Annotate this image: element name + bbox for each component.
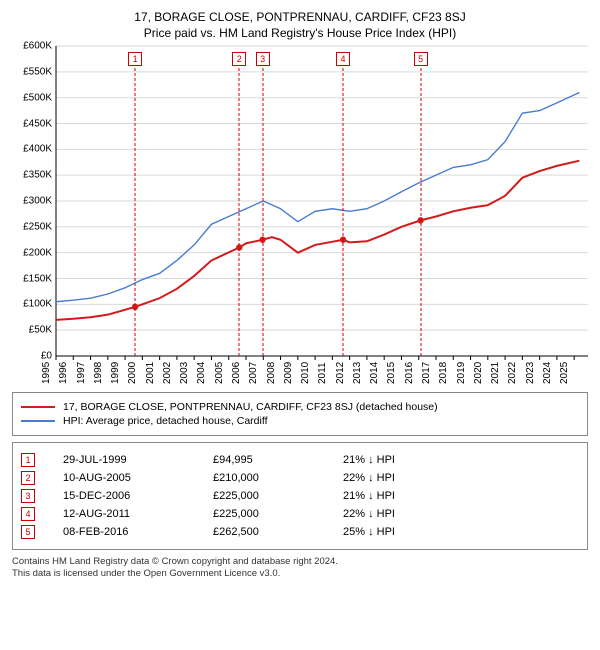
y-tick-label: £400K [12,144,52,155]
transaction-price: £94,995 [213,454,343,466]
transaction-date: 29-JUL-1999 [63,454,213,466]
x-tick-label: 2005 [214,362,225,384]
x-tick-label: 2001 [145,362,156,384]
x-tick-label: 2017 [421,362,432,384]
transaction-price: £210,000 [213,472,343,484]
transaction-diff: 21% ↓ HPI [343,490,463,502]
flag-line-4 [343,68,344,356]
x-tick-label: 2007 [248,362,259,384]
legend-label: HPI: Average price, detached house, Card… [63,415,268,427]
transaction-diff: 22% ↓ HPI [343,472,463,484]
footer: Contains HM Land Registry data © Crown c… [12,556,588,580]
transaction-row: 4 12-AUG-2011£225,00022% ↓ HPI [21,507,579,521]
transaction-diff: 25% ↓ HPI [343,526,463,538]
legend-row: 17, BORAGE CLOSE, PONTPRENNAU, CARDIFF, … [21,401,579,413]
x-tick-label: 2024 [542,362,553,384]
x-tick-label: 2010 [300,362,311,384]
flag-line-1 [135,68,136,356]
transaction-flag: 1 [21,453,35,467]
transaction-row: 2 10-AUG-2005£210,00022% ↓ HPI [21,471,579,485]
transaction-flag: 3 [21,489,35,503]
y-tick-label: £0 [12,351,52,362]
page-title: 17, BORAGE CLOSE, PONTPRENNAU, CARDIFF, … [12,10,588,24]
y-tick-label: £450K [12,118,52,129]
x-tick-label: 2012 [335,362,346,384]
x-tick-label: 2022 [507,362,518,384]
x-tick-label: 2015 [386,362,397,384]
x-tick-label: 2011 [317,362,328,384]
x-tick-label: 1997 [76,362,87,384]
x-tick-label: 2006 [231,362,242,384]
transaction-price: £225,000 [213,490,343,502]
page-subtitle: Price paid vs. HM Land Registry's House … [12,26,588,40]
flag-marker-3: 3 [256,52,270,66]
y-tick-label: £550K [12,66,52,77]
transaction-diff: 21% ↓ HPI [343,454,463,466]
y-tick-label: £600K [12,41,52,52]
x-tick-label: 2021 [490,362,501,384]
y-tick-label: £350K [12,170,52,181]
x-tick-label: 1996 [58,362,69,384]
transactions-table: 129-JUL-1999£94,99521% ↓ HPI210-AUG-2005… [12,442,588,550]
transaction-date: 08-FEB-2016 [63,526,213,538]
transaction-flag: 4 [21,507,35,521]
x-tick-label: 2000 [127,362,138,384]
footer-line-2: This data is licensed under the Open Gov… [12,568,588,580]
x-tick-label: 1998 [93,362,104,384]
legend-swatch [21,420,55,422]
x-tick-label: 2020 [473,362,484,384]
x-tick-label: 2018 [438,362,449,384]
legend: 17, BORAGE CLOSE, PONTPRENNAU, CARDIFF, … [12,392,588,436]
flag-line-3 [262,68,263,356]
transaction-price: £262,500 [213,526,343,538]
x-tick-label: 1995 [41,362,52,384]
transaction-price: £225,000 [213,508,343,520]
x-tick-label: 2003 [179,362,190,384]
flag-line-5 [420,68,421,356]
flag-line-2 [239,68,240,356]
flag-marker-1: 1 [128,52,142,66]
footer-line-1: Contains HM Land Registry data © Crown c… [12,556,588,568]
x-tick-label: 2004 [196,362,207,384]
transaction-diff: 22% ↓ HPI [343,508,463,520]
x-tick-label: 2013 [352,362,363,384]
x-tick-label: 2019 [456,362,467,384]
flag-marker-2: 2 [232,52,246,66]
y-tick-label: £200K [12,247,52,258]
transaction-row: 5 08-FEB-2016£262,50025% ↓ HPI [21,525,579,539]
transaction-date: 10-AUG-2005 [63,472,213,484]
transaction-date: 12-AUG-2011 [63,508,213,520]
legend-row: HPI: Average price, detached house, Card… [21,415,579,427]
transaction-flag: 2 [21,471,35,485]
flag-marker-4: 4 [336,52,350,66]
x-tick-label: 2025 [559,362,570,384]
transaction-row: 3 15-DEC-2006£225,00021% ↓ HPI [21,489,579,503]
legend-label: 17, BORAGE CLOSE, PONTPRENNAU, CARDIFF, … [63,401,438,413]
y-tick-label: £300K [12,196,52,207]
x-tick-label: 1999 [110,362,121,384]
legend-swatch [21,406,55,408]
x-tick-label: 2009 [283,362,294,384]
y-tick-label: £100K [12,299,52,310]
transaction-row: 1 29-JUL-1999£94,99521% ↓ HPI [21,453,579,467]
x-tick-label: 2016 [404,362,415,384]
y-tick-label: £500K [12,92,52,103]
x-tick-label: 2014 [369,362,380,384]
x-tick-label: 2008 [266,362,277,384]
x-tick-label: 2023 [525,362,536,384]
x-tick-label: 2002 [162,362,173,384]
y-tick-label: £250K [12,221,52,232]
price-chart: £0 £50K £100K £150K £200K £250K £300K £350K £400… [12,46,588,386]
transaction-date: 15-DEC-2006 [63,490,213,502]
flag-marker-5: 5 [414,52,428,66]
y-tick-label: £50K [12,325,52,336]
y-tick-label: £150K [12,273,52,284]
transaction-flag: 5 [21,525,35,539]
